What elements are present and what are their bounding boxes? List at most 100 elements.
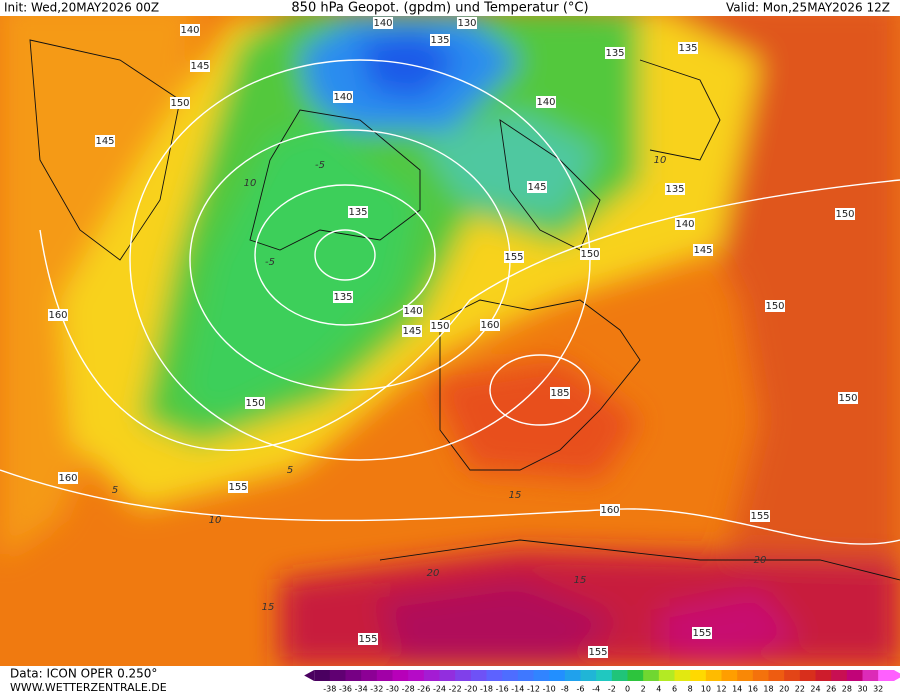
colorbar-label: 24 (810, 685, 820, 694)
temperature-label: 20 (427, 568, 440, 579)
colorbar-swatch (878, 670, 895, 681)
colorbar-label: -2 (608, 685, 616, 694)
temperature-label: 20 (754, 555, 767, 566)
label-bg (536, 96, 556, 108)
label-bg (600, 504, 620, 516)
label-bg (95, 135, 115, 147)
label-bg (190, 60, 210, 72)
colorbar-label: -8 (561, 685, 569, 694)
label-bg (765, 300, 785, 312)
colorbar-swatch (627, 670, 644, 681)
geopotential-label: 150 (245, 398, 264, 409)
geopotential-label: 160 (58, 473, 77, 484)
label-bg (333, 91, 353, 103)
geopotential-label: 150 (430, 321, 449, 332)
colorbar-label: -22 (449, 685, 462, 694)
colorbar-swatch (314, 670, 331, 681)
label-bg (403, 305, 423, 317)
colorbar-label: -26 (417, 685, 430, 694)
colorbar-label: -12 (527, 685, 540, 694)
geopotential-label: 150 (765, 301, 784, 312)
map-title: 850 hPa Geopot. (gpdm) und Temperatur (°… (291, 1, 588, 16)
geopotential-label: 140 (333, 92, 352, 103)
colorbar-swatch (455, 670, 472, 681)
colorbar-label: -4 (592, 685, 600, 694)
colorbar-label: 14 (732, 685, 742, 694)
colorbar-label: -36 (339, 685, 352, 694)
label-bg (228, 481, 248, 493)
colorbar-label: -6 (577, 685, 585, 694)
label-bg (550, 387, 570, 399)
colorbar: -38 -36 -34 -32 -30 -28 -26 -24 -22 -20 -18 -16 -14-… (304, 670, 900, 694)
colorbar-label: 20 (779, 685, 789, 694)
temperature-label: 10 (209, 515, 222, 526)
colorbar-swatch (768, 670, 785, 681)
temperature-label: 15 (262, 602, 275, 613)
colorbar-label: -10 (543, 685, 556, 694)
colorbar-arrow (893, 670, 900, 681)
label-bg (457, 17, 477, 29)
label-bg (678, 42, 698, 54)
colorbar-swatch (721, 670, 738, 681)
label-bg (48, 309, 68, 321)
label-bg (180, 24, 200, 36)
colorbar-label: -24 (433, 685, 446, 694)
geopotential-label: 155 (504, 252, 523, 263)
colorbar-swatch (486, 670, 503, 681)
colorbar-swatch (439, 670, 456, 681)
colorbar-label: 22 (795, 685, 805, 694)
geopotential-label: 155 (750, 511, 769, 522)
geopotential-label: 140 (403, 306, 422, 317)
geopotential-label: 155 (692, 628, 711, 639)
geopotential-label: 145 (693, 245, 712, 256)
colorbar-label: 16 (748, 685, 758, 694)
colorbar-swatch (376, 670, 393, 681)
geopotential-label: 135 (333, 292, 352, 303)
colorbar-swatch (329, 670, 346, 681)
colorbar-swatch (564, 670, 581, 681)
colorbar-swatch (784, 670, 801, 681)
colorbar-swatch (815, 670, 832, 681)
colorbar-swatch (643, 670, 660, 681)
temperature-label: 15 (574, 575, 587, 586)
colorbar-label: 10 (701, 685, 711, 694)
colorbar-label: 18 (763, 685, 773, 694)
temperature-label: -5 (315, 160, 325, 171)
geopotential-label: 150 (170, 98, 189, 109)
colorbar-label: 8 (688, 685, 693, 694)
label-bg (750, 510, 770, 522)
geopotential-label: 150 (838, 393, 857, 404)
label-bg (835, 208, 855, 220)
colorbar-swatch (502, 670, 519, 681)
colorbar-label: -32 (370, 685, 383, 694)
colorbar-label: 4 (656, 685, 661, 694)
geopotential-label: 155 (228, 482, 247, 493)
label-bg (838, 392, 858, 404)
geopotential-label: 130 (457, 18, 476, 29)
colorbar-label: -20 (464, 685, 477, 694)
label-bg (580, 248, 600, 260)
geopotential-label: 155 (358, 634, 377, 645)
temperature-label: 5 (112, 485, 118, 496)
geopotential-label: 135 (605, 48, 624, 59)
label-bg (430, 34, 450, 46)
label-bg (348, 206, 368, 218)
colorbar-label: 0 (625, 685, 630, 694)
colorbar-label: 30 (857, 685, 867, 694)
geopotential-label: 160 (600, 505, 619, 516)
colorbar-label: 26 (826, 685, 836, 694)
temperature-label: 5 (287, 465, 293, 476)
colorbar-label: -18 (480, 685, 493, 694)
temperature-label: 15 (509, 490, 522, 501)
geopotential-label: 140 (180, 25, 199, 36)
colorbar-swatch (392, 670, 409, 681)
geopotential-label: 135 (665, 184, 684, 195)
label-bg (430, 320, 450, 332)
colorbar-swatch (423, 670, 440, 681)
colorbar-swatch (674, 670, 691, 681)
geopotential-label: 150 (835, 209, 854, 220)
colorbar-label: -28 (402, 685, 415, 694)
data-source: Data: ICON OPER 0.250° (10, 667, 157, 681)
colorbar-label: -30 (386, 685, 399, 694)
